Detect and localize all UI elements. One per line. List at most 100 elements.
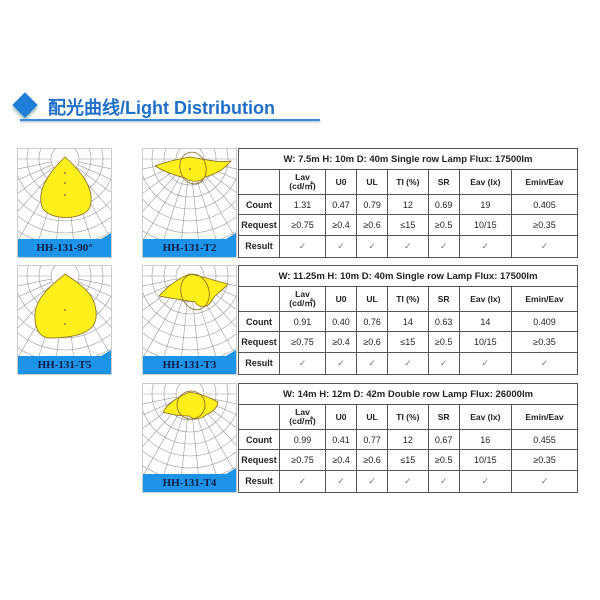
column-header: Eav (lx) — [458, 404, 513, 430]
column-header — [238, 169, 280, 195]
table-cell: ✓ — [458, 234, 513, 259]
table-cell: 14 — [387, 310, 429, 333]
column-header: U0 — [325, 169, 358, 195]
table-cell: 0.77 — [356, 428, 389, 451]
light-distribution-diagram: HH-131-T3 — [142, 265, 237, 375]
column-header: Emin/Eav — [511, 404, 578, 430]
column-header: TI (%) — [387, 169, 429, 195]
table-cell: 10/15 — [458, 331, 513, 353]
row-header: Result — [238, 351, 280, 376]
column-header — [238, 404, 280, 430]
row-header: Result — [238, 469, 280, 494]
light-distribution-diagram: HH-131-T4 — [142, 383, 237, 493]
polar-plot — [143, 384, 236, 476]
column-header: Eav (lx) — [458, 169, 513, 195]
column-header: SR — [427, 404, 460, 430]
polar-plot — [143, 266, 236, 358]
light-distribution-diagram: HH-131-90° — [17, 148, 112, 258]
column-header: U0 — [325, 404, 358, 430]
column-header: Lav (cd/㎡) — [278, 169, 327, 195]
column-header — [238, 286, 280, 312]
column-header: UL — [356, 286, 389, 312]
header-row: Lav (cd/㎡) U0 UL TI (%) SR Eav (lx) Emin/Eav — [238, 404, 578, 430]
table-cell: ≥0.4 — [325, 214, 358, 236]
diagram-label: HH-131-T5 — [18, 350, 111, 374]
row-header: Result — [238, 234, 280, 259]
table-cell: ✓ — [427, 469, 460, 494]
table-row: Result ✓ ✓ ✓ ✓ ✓ ✓ ✓ — [238, 351, 578, 376]
section-header: 配光曲线/Light Distribution — [8, 90, 320, 126]
light-distribution-diagram: HH-131-T2 — [142, 148, 237, 258]
table-cell: ✓ — [511, 234, 578, 259]
table-cell: ✓ — [458, 351, 513, 376]
column-header: SR — [427, 286, 460, 312]
table-cell: 14 — [458, 310, 513, 333]
table-cell: ≥0.5 — [427, 214, 460, 236]
table-cell: ✓ — [511, 351, 578, 376]
diagram-label: HH-131-T3 — [143, 350, 236, 374]
table-row: Result ✓ ✓ ✓ ✓ ✓ ✓ ✓ — [238, 469, 578, 494]
table-cell: 12 — [387, 428, 429, 451]
table-cell: ✓ — [511, 469, 578, 494]
caption-row: W: 14m H: 12m D: 42m Double row Lamp Flu… — [238, 383, 578, 405]
header-row: Lav (cd/㎡) U0 UL TI (%) SR Eav (lx) Emin/Eav — [238, 169, 578, 195]
table-cell: ≥0.75 — [278, 449, 327, 471]
table-cell: ✓ — [387, 234, 429, 259]
table-cell: ≥0.5 — [427, 331, 460, 353]
table-cell: 1.31 — [278, 193, 327, 216]
table-caption: W: 7.5m H: 10m D: 40m Single row Lamp Fl… — [238, 148, 578, 170]
column-header: UL — [356, 169, 389, 195]
vertical-plane-curve — [176, 390, 206, 420]
table-cell: ≥0.6 — [356, 449, 389, 471]
table-cell: ✓ — [325, 469, 358, 494]
table-cell: ✓ — [356, 351, 389, 376]
light-distribution-diagram: HH-131-T5 — [17, 265, 112, 375]
table-cell: ≥0.4 — [325, 449, 358, 471]
table-cell: 16 — [458, 428, 513, 451]
table-cell: ✓ — [325, 234, 358, 259]
diagram-label: HH-131-90° — [18, 233, 111, 257]
caption-row: W: 7.5m H: 10m D: 40m Single row Lamp Fl… — [238, 148, 578, 170]
column-header: Lav (cd/㎡) — [278, 404, 327, 430]
table-cell: ✓ — [356, 234, 389, 259]
table-row: Request ≥0.75 ≥0.4 ≥0.6 ≤15 ≥0.5 10/15 ≥0.35 — [238, 331, 578, 353]
table-cell: 0.79 — [356, 193, 389, 216]
column-header: TI (%) — [387, 404, 429, 430]
table-cell: ≥0.6 — [356, 331, 389, 353]
table-cell: 10/15 — [458, 449, 513, 471]
row-header: Request — [238, 331, 280, 353]
polar-plot — [143, 149, 236, 241]
table-cell: ≤15 — [387, 331, 429, 353]
light-distribution-curve — [162, 391, 219, 420]
row-header: Request — [238, 214, 280, 236]
table-cell: ✓ — [387, 351, 429, 376]
table-cell: ✓ — [278, 351, 327, 376]
diagram-label: HH-131-T4 — [143, 468, 236, 492]
photometric-table: W: 11.25m H: 10m D: 40m Single row Lamp … — [238, 265, 578, 376]
caption-row: W: 11.25m H: 10m D: 40m Single row Lamp … — [238, 265, 578, 287]
light-distribution-curve — [154, 156, 232, 182]
table-cell: 0.99 — [278, 428, 327, 451]
table-cell: 0.91 — [278, 310, 327, 333]
table-cell: 0.67 — [427, 428, 460, 451]
table-cell: 0.40 — [325, 310, 358, 333]
table-cell: ≤15 — [387, 449, 429, 471]
column-header: Lav (cd/㎡) — [278, 286, 327, 312]
polar-plot — [18, 149, 111, 241]
row-header: Request — [238, 449, 280, 471]
table-cell: ✓ — [427, 234, 460, 259]
polar-plot — [18, 266, 111, 358]
light-distribution-curve — [40, 156, 92, 218]
table-cell: 0.63 — [427, 310, 460, 333]
table-cell: ≥0.6 — [356, 214, 389, 236]
table-cell: 0.41 — [325, 428, 358, 451]
table-cell: ≥0.75 — [278, 331, 327, 353]
table-cell: 0.405 — [511, 193, 578, 216]
column-header: Emin/Eav — [511, 169, 578, 195]
photometric-table: W: 14m H: 12m D: 42m Double row Lamp Flu… — [238, 383, 578, 494]
table-cell: 12 — [387, 193, 429, 216]
table-cell: 0.69 — [427, 193, 460, 216]
table-cell: 0.409 — [511, 310, 578, 333]
light-distribution-curve — [158, 273, 229, 307]
column-header: UL — [356, 404, 389, 430]
